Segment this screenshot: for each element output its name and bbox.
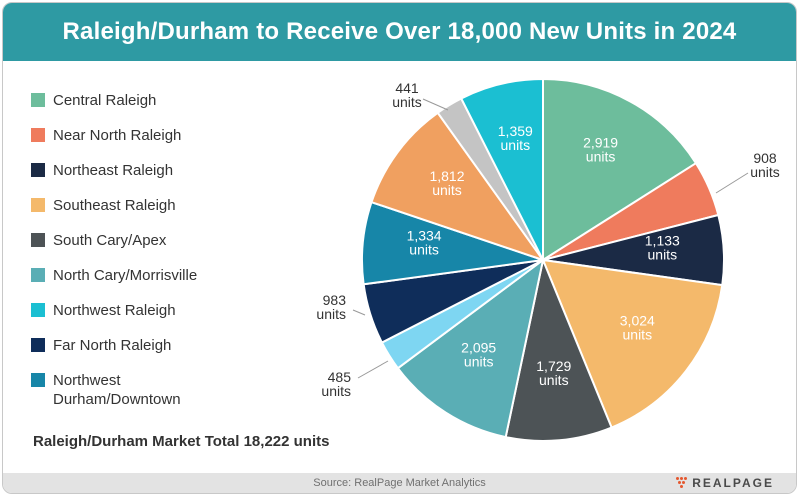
pie-slice	[542, 77, 698, 262]
pie-slice	[396, 257, 545, 439]
legend-label: Near North Raleigh	[53, 127, 182, 144]
legend-label: South Cary/Apex	[53, 232, 167, 249]
slice-unit-label: units	[501, 137, 531, 153]
slice-unit-label: units	[623, 326, 653, 342]
legend-label: North Cary/Morrisville	[53, 267, 198, 284]
chart-title: Raleigh/Durham to Receive Over 18,000 Ne…	[62, 18, 737, 45]
source-note: Source: RealPage Market Analytics	[313, 477, 486, 489]
legend-swatch	[31, 268, 45, 282]
slice-value-label: 1,359	[498, 123, 533, 139]
logo-dots-icon	[676, 477, 688, 489]
pie-slice	[504, 256, 613, 442]
leader-line	[422, 98, 449, 111]
legend-label: Northwest Durham/Downtown	[53, 372, 181, 408]
slice-value-label: 1,812	[429, 168, 464, 184]
legend-item: Northwest Raleigh	[31, 301, 176, 320]
slice-value-label: 485	[328, 369, 352, 385]
legend-item: Central Raleigh	[31, 91, 156, 110]
legend-item: Southeast Raleigh	[31, 196, 176, 215]
logo-text: REALPAGE	[692, 476, 774, 490]
legend-item: Near North Raleigh	[31, 126, 181, 145]
slice-unit-label: units	[409, 242, 439, 258]
slice-value-label: 3,024	[620, 312, 655, 328]
legend-swatch	[31, 128, 45, 142]
legend-swatch	[31, 373, 45, 387]
legend-swatch	[31, 338, 45, 352]
footer: Source: RealPage Market Analytics	[3, 473, 796, 493]
legend-item: Northwest Durham/Downtown	[31, 371, 203, 409]
pie-slice	[370, 111, 546, 262]
slice-unit-label: units	[539, 372, 569, 388]
slice-value-label: 1,334	[407, 228, 442, 244]
slice-unit-label: units	[586, 148, 616, 164]
slice-value-label: 441	[395, 80, 419, 96]
leader-line	[715, 172, 749, 194]
pie-slice	[541, 258, 724, 429]
legend-swatch	[31, 163, 45, 177]
slice-unit-label: units	[432, 182, 462, 198]
legend-label: Northwest Raleigh	[53, 302, 176, 319]
legend-label: Southeast Raleigh	[53, 197, 176, 214]
slice-value-label: 1,133	[645, 232, 680, 248]
realpage-logo: REALPAGE	[676, 474, 774, 492]
legend-item: Far North Raleigh	[31, 336, 171, 355]
legend-swatch	[31, 93, 45, 107]
slice-value-label: 983	[323, 292, 347, 308]
slice-unit-label: units	[750, 164, 780, 180]
slice-unit-label: units	[648, 246, 678, 262]
slice-unit-label: units	[392, 94, 422, 110]
market-total: Raleigh/Durham Market Total 18,222 units	[33, 433, 330, 450]
leader-line	[357, 360, 389, 379]
legend-swatch	[31, 233, 45, 247]
slice-unit-label: units	[464, 354, 494, 370]
legend-item: North Cary/Morrisville	[31, 266, 197, 285]
slice-value-label: 908	[753, 150, 777, 166]
leader-line	[352, 309, 366, 316]
legend-swatch	[31, 198, 45, 212]
pie-slice	[459, 77, 544, 261]
slice-value-label: 1,729	[536, 358, 571, 374]
legend-swatch	[31, 303, 45, 317]
legend-item: South Cary/Apex	[31, 231, 166, 250]
title-bar: Raleigh/Durham to Receive Over 18,000 Ne…	[3, 3, 796, 61]
slice-value-label: 2,095	[461, 340, 496, 356]
legend-label: Far North Raleigh	[53, 337, 172, 354]
slice-unit-label: units	[321, 383, 351, 399]
legend-label: Northeast Raleigh	[53, 162, 174, 179]
legend-item: Northeast Raleigh	[31, 161, 173, 180]
slice-value-label: 2,919	[583, 134, 618, 150]
slice-unit-label: units	[316, 306, 346, 322]
legend-label: Central Raleigh	[53, 92, 157, 109]
